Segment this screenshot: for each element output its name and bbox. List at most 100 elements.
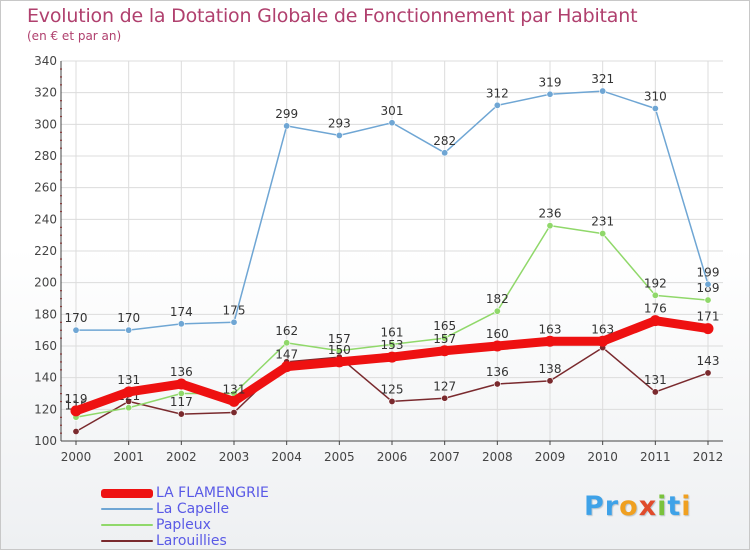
data-point-la-flamengrie [70, 405, 82, 417]
logo-letter: x [638, 491, 658, 522]
data-point-larouillies [441, 394, 449, 402]
legend-swatch-la-capelle [101, 508, 153, 510]
line-chart: 100 120 140 160 180 200 220 240 260 280 300 320 340 2… [34, 54, 724, 464]
data-point-larouillies [493, 380, 501, 388]
data-point-papleux [388, 340, 396, 348]
x-tick-label: 2006 [377, 450, 408, 464]
y-tick-label: 300 [34, 117, 57, 131]
x-tick-label: 2000 [61, 450, 92, 464]
chart-title: Evolution de la Dotation Globale de Fonc… [27, 5, 638, 27]
data-point-la-flamengrie [649, 315, 661, 327]
logo-letter: i [681, 491, 692, 522]
data-label-la-flamengrie: 163 [591, 322, 614, 336]
data-point-la-capelle [125, 326, 133, 334]
data-point-larouillies [704, 369, 712, 377]
data-label-papleux: 189 [697, 281, 720, 295]
data-point-larouillies [230, 408, 238, 416]
data-label-la-capelle: 175 [223, 303, 246, 317]
x-tick-label: 2005 [324, 450, 355, 464]
data-point-la-capelle [599, 87, 607, 95]
legend-swatch-papleux [101, 524, 153, 526]
x-tick-label: 2008 [482, 450, 513, 464]
logo-letter: t [667, 491, 682, 522]
data-label-larouillies: 136 [486, 365, 509, 379]
logo-letter: o [619, 491, 639, 522]
y-tick-label: 120 [34, 402, 57, 416]
y-tick-label: 280 [34, 149, 57, 163]
data-label-larouillies: 131 [644, 373, 667, 387]
x-tick-label: 2001 [113, 450, 144, 464]
data-point-la-flamengrie [333, 356, 345, 368]
x-tick-label: 2012 [693, 450, 724, 464]
data-point-la-flamengrie [281, 361, 293, 373]
x-tick-label: 2007 [429, 450, 460, 464]
logo-letter: P [584, 491, 605, 522]
data-label-la-capelle: 174 [170, 305, 193, 319]
data-point-papleux [441, 334, 449, 342]
y-tick-label: 180 [34, 307, 57, 321]
data-label-larouillies: 125 [381, 382, 404, 396]
logo-letter: i [657, 491, 668, 522]
data-label-la-capelle: 321 [591, 72, 614, 86]
data-point-la-capelle [704, 280, 712, 288]
data-label-la-capelle: 310 [644, 90, 667, 104]
data-label-papleux: 165 [433, 319, 456, 333]
y-tick-label: 100 [34, 434, 57, 448]
data-point-papleux [546, 222, 554, 230]
data-label-la-capelle: 312 [486, 86, 509, 100]
data-point-la-flamengrie [544, 335, 556, 347]
data-label-la-flamengrie: 147 [275, 348, 298, 362]
data-point-papleux [493, 307, 501, 315]
data-point-la-capelle [72, 326, 80, 334]
data-point-larouillies [546, 377, 554, 385]
data-point-la-capelle [546, 90, 554, 98]
data-point-la-capelle [441, 149, 449, 157]
legend-label-la-flamengrie: LA FLAMENGRIE [156, 485, 269, 501]
y-tick-label: 260 [34, 181, 57, 195]
data-point-la-capelle [493, 101, 501, 109]
x-tick-label: 2003 [219, 450, 250, 464]
data-point-papleux [651, 291, 659, 299]
data-label-la-capelle: 170 [65, 311, 88, 325]
data-label-larouillies: 117 [170, 395, 193, 409]
data-point-la-capelle [177, 320, 185, 328]
data-label-papleux: 161 [381, 325, 404, 339]
data-label-la-capelle: 319 [539, 75, 562, 89]
data-label-la-flamengrie: 171 [697, 310, 720, 324]
data-label-la-capelle: 293 [328, 116, 351, 130]
data-point-papleux [177, 389, 185, 397]
data-label-la-flamengrie: 176 [644, 302, 667, 316]
data-point-larouillies [388, 397, 396, 405]
x-tick-label: 2011 [640, 450, 671, 464]
data-point-la-flamengrie [175, 378, 187, 390]
data-label-la-capelle: 170 [117, 311, 140, 325]
x-tick-label: 2002 [166, 450, 197, 464]
x-tick-label: 2010 [587, 450, 618, 464]
x-tick-label: 2009 [535, 450, 566, 464]
legend-swatch-la-flamengrie [101, 489, 153, 498]
y-tick-label: 340 [34, 54, 57, 68]
x-tick-label: 2004 [271, 450, 302, 464]
logo-letter: r [604, 491, 620, 522]
data-point-la-capelle [230, 318, 238, 326]
data-point-la-capelle [388, 119, 396, 127]
data-label-larouillies: 127 [433, 379, 456, 393]
data-point-la-flamengrie [228, 395, 240, 407]
data-label-larouillies: 143 [697, 354, 720, 368]
data-point-larouillies [651, 388, 659, 396]
y-tick-label: 140 [34, 371, 57, 385]
y-tick-label: 240 [34, 212, 57, 226]
data-label-la-capelle: 282 [433, 134, 456, 148]
data-point-la-flamengrie [597, 335, 609, 347]
data-label-la-flamengrie: 157 [433, 332, 456, 346]
data-point-la-capelle [335, 131, 343, 139]
y-tick-label: 220 [34, 244, 57, 258]
data-label-papleux: 162 [275, 324, 298, 338]
data-label-la-flamengrie: 163 [539, 322, 562, 336]
data-point-papleux [283, 339, 291, 347]
data-label-la-capelle: 301 [381, 104, 404, 118]
data-point-papleux [125, 404, 133, 412]
data-point-la-capelle [283, 122, 291, 130]
data-label-la-flamengrie: 131 [117, 373, 140, 387]
y-tick-label: 160 [34, 339, 57, 353]
